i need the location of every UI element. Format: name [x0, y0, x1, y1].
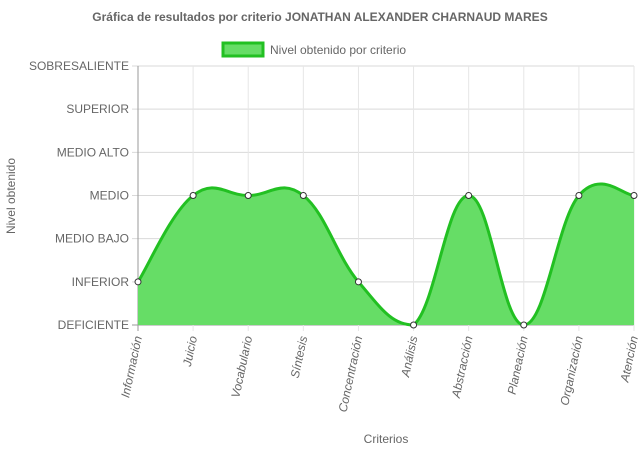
y-axis-label: Nivel obtenido: [4, 158, 18, 234]
x-tick-label: Concentración: [336, 334, 366, 413]
data-point[interactable]: [465, 192, 473, 199]
y-tick-label: INFERIOR: [72, 275, 130, 289]
y-tick-label: SOBRESALIENTE: [29, 59, 129, 73]
data-point[interactable]: [299, 192, 307, 199]
x-axis-label: Criterios: [364, 432, 409, 446]
data-point[interactable]: [189, 192, 197, 199]
y-tick-label: DEFICIENTE: [58, 318, 129, 332]
x-tick-label: Vocabulario: [228, 334, 255, 399]
data-point[interactable]: [520, 321, 528, 329]
series-area: [138, 183, 634, 325]
data-point[interactable]: [354, 278, 362, 286]
data-points: [134, 192, 638, 329]
x-axis-ticks: Información Juicio Vocabulario Síntesis Conc…: [118, 334, 639, 413]
x-tick-label: Planeación: [505, 334, 531, 395]
x-tick-label: Síntesis: [288, 335, 311, 380]
x-tick-label: Atención: [617, 334, 639, 384]
y-tick-label: MEDIO BAJO: [55, 232, 129, 246]
y-axis-ticks: DEFICIENTE INFERIOR MEDIO BAJO MEDIO MEDIO A…: [29, 59, 129, 332]
x-tick-label: Abstracción: [449, 334, 476, 400]
legend-label: Nivel obtenido por criterio: [270, 43, 406, 57]
legend[interactable]: Nivel obtenido por criterio: [221, 41, 406, 58]
x-tick-label: Organización: [557, 334, 585, 406]
x-tick-label: Juicio: [180, 334, 200, 368]
y-tick-label: MEDIO: [90, 189, 129, 203]
y-tick-label: MEDIO ALTO: [57, 145, 129, 159]
x-tick-label: Análisis: [398, 335, 421, 379]
data-point[interactable]: [630, 192, 638, 199]
data-point[interactable]: [410, 321, 418, 329]
legend-swatch: [221, 41, 265, 58]
x-tick-label: Información: [118, 334, 145, 399]
data-point[interactable]: [134, 278, 142, 286]
chart-title: Gráfica de resultados por criterio JONAT…: [92, 10, 547, 24]
data-point[interactable]: [575, 192, 583, 199]
data-point[interactable]: [244, 192, 252, 199]
y-tick-label: SUPERIOR: [66, 102, 129, 116]
